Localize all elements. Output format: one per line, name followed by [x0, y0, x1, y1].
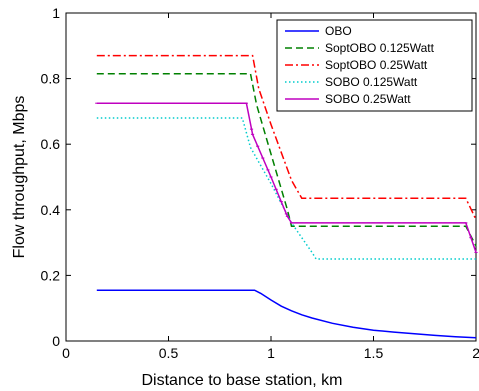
y-tick-label: 0: [52, 333, 60, 349]
y-tick-label: 0.2: [41, 267, 61, 283]
x-tick-label: 1: [267, 345, 275, 361]
legend: OBO SoptOBO 0.125Watt SoptOBO 0.25Watt SOBO…: [276, 19, 473, 112]
y-tick-label: 0.8: [41, 71, 61, 87]
x-axis-title: Distance to base station, km: [142, 372, 343, 389]
x-tick-label: 2: [472, 345, 479, 361]
legend-label: SOBO 0.125Watt: [325, 75, 418, 89]
series-line-4: [96, 102, 477, 253]
legend-label: SOBO 0.25Watt: [325, 92, 411, 106]
series-line-2: [96, 54, 477, 220]
legend-label: SoptOBO 0.25Watt: [325, 58, 428, 72]
x-axis-ticks: 0 0.5 1 1.5 2: [62, 13, 479, 361]
legend-box: [276, 19, 473, 112]
y-axis-title: Flow throughput, Mbps: [11, 96, 28, 259]
series-line-0: [96, 289, 477, 339]
y-tick-label: 0.4: [41, 202, 61, 218]
legend-label: SoptOBO 0.125Watt: [325, 41, 435, 55]
y-axis-ticks: 0 0.2 0.4 0.6 0.8 1: [41, 5, 476, 349]
series-line-1: [96, 72, 477, 247]
legend-label: OBO: [325, 24, 352, 38]
x-tick-label: 1.5: [364, 345, 384, 361]
y-tick-label: 0.6: [41, 136, 61, 152]
series-line-3: [96, 117, 476, 260]
x-tick-label: 0: [62, 345, 70, 361]
x-tick-label: 0.5: [159, 345, 179, 361]
series-layer: [95, 54, 478, 339]
y-tick-label: 1: [52, 5, 60, 21]
